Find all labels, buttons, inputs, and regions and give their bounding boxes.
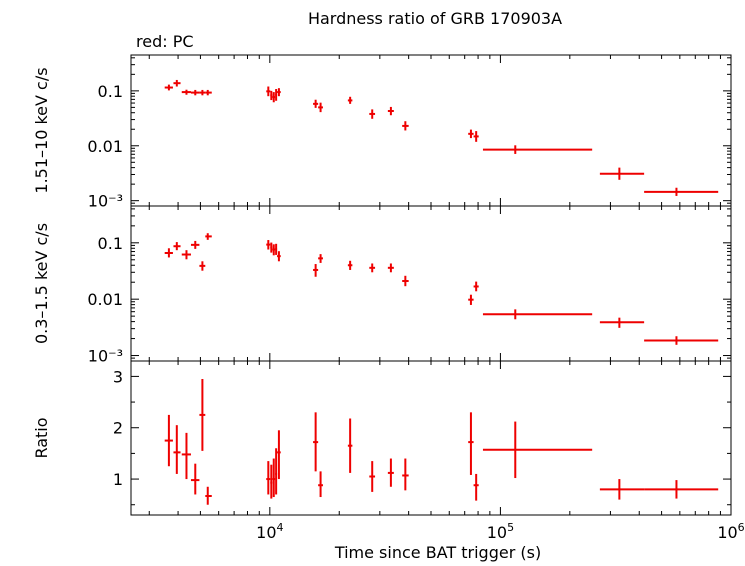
data-point <box>266 240 271 250</box>
data-point <box>313 264 319 277</box>
x-tick-label: 106 <box>717 521 744 542</box>
data-point <box>473 473 479 501</box>
data-point <box>369 109 376 119</box>
data-point <box>599 479 645 500</box>
x-axis-label: Time since BAT trigger (s) <box>334 543 541 562</box>
y-tick-label: 2 <box>113 419 123 438</box>
data-point <box>402 458 409 491</box>
data-point <box>272 458 276 498</box>
data-point <box>275 243 278 255</box>
data-point <box>347 418 353 473</box>
data-point <box>318 471 323 498</box>
y-axis-label: 0.3–1.5 keV c/s <box>32 223 51 344</box>
data-point <box>173 242 181 251</box>
panel-top: 0.1 0.01 10⁻³ 1.51–10 keV c/s <box>32 54 732 211</box>
data-point <box>369 263 376 273</box>
data-point <box>277 430 281 480</box>
panel-bottom: 1 2 3 Ratio 104 105 106 Time since BAT trigger … <box>32 360 745 562</box>
data-point <box>473 131 479 142</box>
y-tick-label: 0.01 <box>87 137 123 156</box>
data-point <box>599 317 645 328</box>
data-point <box>181 250 191 260</box>
data-point <box>644 187 719 196</box>
y-tick-label: 0.1 <box>98 234 123 253</box>
x-tick-label: 104 <box>256 521 283 542</box>
y-axis-label: Ratio <box>32 417 51 458</box>
data-point <box>173 425 181 474</box>
data-point <box>199 261 206 271</box>
data-point <box>482 145 593 154</box>
panel-frame <box>130 205 732 362</box>
data-point <box>313 412 319 472</box>
y-tick-label: 10⁻³ <box>88 347 123 366</box>
data-point <box>599 167 645 180</box>
data-point <box>266 86 271 97</box>
y-axis-label: 1.51–10 keV c/s <box>32 67 51 193</box>
data-point <box>468 412 474 475</box>
data-point <box>277 251 281 262</box>
data-point <box>318 254 323 263</box>
panel-middle: 0.1 0.01 10⁻³ 0.3–1.5 keV c/s <box>32 205 732 366</box>
legend-label: red: PC <box>136 32 194 51</box>
data-point <box>644 336 719 345</box>
data-point <box>387 106 394 116</box>
y-tick-label: 1 <box>113 470 123 489</box>
data-point <box>205 89 212 96</box>
data-point <box>468 294 474 305</box>
x-tick-label: 105 <box>487 521 514 542</box>
data-point <box>275 448 278 495</box>
data-point <box>468 129 474 139</box>
data-point <box>181 89 191 95</box>
data-point <box>270 242 273 253</box>
data-point <box>205 486 212 505</box>
data-point <box>473 281 479 292</box>
data-point <box>270 464 273 499</box>
data-point <box>199 378 206 451</box>
data-point <box>347 260 353 270</box>
data-point <box>402 121 409 131</box>
data-point <box>402 275 409 287</box>
data-point <box>347 96 353 104</box>
data-point <box>190 240 200 249</box>
data-point <box>369 461 376 492</box>
data-point <box>173 79 181 87</box>
data-point <box>387 458 394 487</box>
data-point <box>164 84 173 91</box>
y-tick-label: 0.01 <box>87 290 123 309</box>
panels: 0.1 0.01 10⁻³ 1.51–10 keV c/s 0.1 0.01 10⁻³ 0.3… <box>32 54 745 562</box>
data-point <box>387 263 394 273</box>
data-point <box>270 90 273 101</box>
data-point <box>272 92 276 103</box>
chart-title: Hardness ratio of GRB 170903A <box>308 9 562 28</box>
panel-frame <box>130 54 732 207</box>
data-point <box>482 421 593 479</box>
data-point <box>164 414 173 467</box>
data-point <box>272 244 276 256</box>
data-point <box>313 99 319 108</box>
y-tick-label: 0.1 <box>98 82 123 101</box>
y-tick-label: 10⁻³ <box>88 192 123 211</box>
data-point <box>277 88 281 97</box>
data-point <box>205 233 212 240</box>
panel-frame <box>130 360 732 516</box>
data-point <box>318 102 323 113</box>
data-point <box>190 463 200 495</box>
data-point <box>164 248 173 258</box>
data-point <box>275 89 278 101</box>
y-tick-label: 3 <box>113 367 123 386</box>
data-point <box>181 432 191 480</box>
data-point <box>199 89 206 96</box>
data-point <box>266 461 271 495</box>
data-point <box>482 309 593 320</box>
data-point <box>644 480 719 499</box>
data-point <box>190 89 200 96</box>
